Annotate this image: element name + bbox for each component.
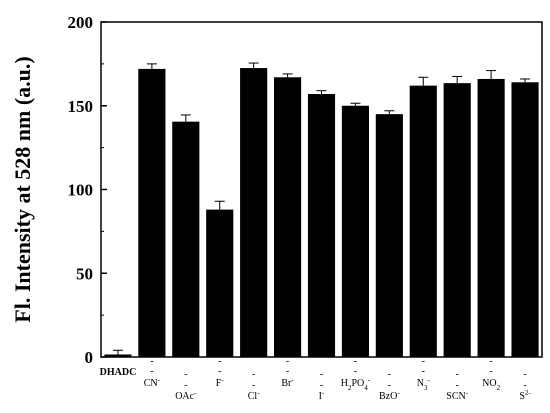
category-dash: - [252,380,255,391]
category-dash: - [388,369,391,380]
bar [274,77,302,358]
category-label: DHADC [100,367,137,378]
category-dash: - [150,366,153,377]
category-dash: - [184,369,187,380]
category-dash: - [523,380,526,391]
bar [409,85,437,358]
category-dash: - [218,356,221,367]
category-dash: - [422,366,425,377]
category-label: CN- [144,376,161,389]
category-dash: - [456,380,459,391]
category-dash: - [218,366,221,377]
category-dash: - [489,366,492,377]
category-dash: - [456,369,459,380]
category-label: Cl- [248,389,260,402]
y-tick-label: 200 [68,13,94,32]
category-label: I- [319,389,325,402]
bar [307,94,336,358]
category-dash: - [422,356,425,367]
bar [240,68,268,357]
category-dash: - [150,356,153,367]
category-dash: - [523,369,526,380]
y-axis-label: Fl. Intensity at 528 nm (a.u.) [10,56,35,322]
y-tick-label: 0 [85,348,94,367]
category-dash: - [286,356,289,367]
category-label: NO2 [482,378,500,392]
bar [511,82,539,358]
category-dash: - [354,366,357,377]
category-label: Br- [281,376,294,389]
category-dash: - [489,356,492,367]
bar [341,105,369,357]
category-label: BzO- [379,389,400,402]
category-label: OAc- [175,389,197,402]
bar [172,121,200,357]
category-dash: - [388,380,391,391]
bar [477,78,505,357]
category-dash: - [286,366,289,377]
category-dash: - [184,380,187,391]
bar [443,83,471,357]
category-dash: - [320,380,323,391]
bar [206,209,234,357]
category-label: F- [216,376,225,389]
bar [375,114,403,357]
category-label: SCN- [446,389,468,402]
y-tick-label: 150 [68,97,94,116]
category-dash: - [354,356,357,367]
bar [138,68,166,358]
category-label: H2PO4- [341,376,371,392]
category-dash: - [252,369,255,380]
y-tick-label: 50 [76,264,93,283]
category-label: N3- [417,376,431,392]
category-label: S2- [519,389,531,402]
y-tick-label: 100 [68,181,94,200]
category-dash: - [320,369,323,380]
